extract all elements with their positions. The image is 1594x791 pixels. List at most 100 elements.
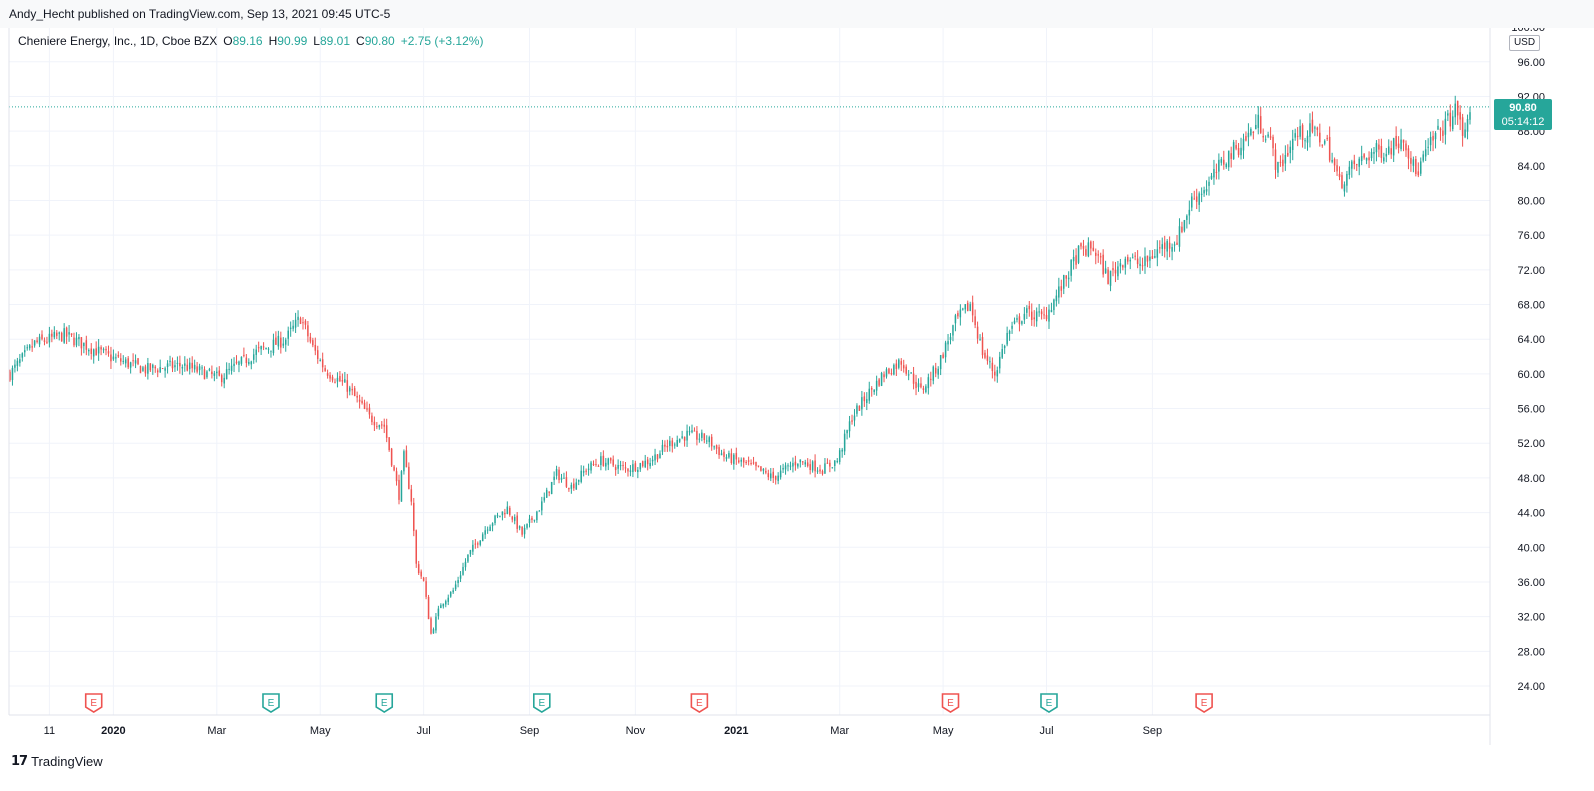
candle-body bbox=[494, 515, 496, 524]
candle-body bbox=[523, 527, 526, 535]
candle-body bbox=[1447, 113, 1449, 116]
candle-body bbox=[1304, 140, 1306, 142]
candle-body bbox=[156, 370, 159, 373]
candles bbox=[9, 95, 1471, 635]
candle-body bbox=[723, 451, 725, 457]
candle-body bbox=[176, 362, 179, 364]
candle-body bbox=[974, 316, 976, 326]
candle-body bbox=[555, 469, 558, 476]
candle-body bbox=[516, 515, 518, 529]
price-tick-label: 76.00 bbox=[1517, 230, 1545, 242]
candle-body bbox=[538, 510, 541, 512]
candle-body bbox=[267, 348, 270, 350]
candle-body bbox=[1277, 161, 1279, 173]
candle-body bbox=[666, 445, 669, 448]
candle-body bbox=[240, 356, 243, 364]
candle-body bbox=[127, 358, 129, 368]
candle-body bbox=[166, 363, 169, 367]
candle-body bbox=[883, 374, 885, 378]
price-tick-label: 80.00 bbox=[1517, 195, 1545, 207]
candle-body bbox=[779, 470, 782, 478]
candle-body bbox=[400, 471, 403, 502]
candle-body bbox=[609, 458, 612, 461]
candle-body bbox=[1235, 145, 1237, 149]
candle-body bbox=[1045, 315, 1048, 320]
candle-body bbox=[804, 462, 807, 465]
candle-body bbox=[1114, 269, 1117, 274]
candle-body bbox=[870, 388, 873, 390]
price-tick-label: 72.00 bbox=[1517, 265, 1545, 277]
candle-body bbox=[31, 346, 33, 348]
candle-body bbox=[1107, 269, 1109, 285]
candle-body bbox=[1198, 193, 1200, 205]
candle-body bbox=[912, 373, 915, 384]
candle-body bbox=[733, 454, 735, 465]
candle-body bbox=[1373, 151, 1375, 154]
candle-body bbox=[713, 446, 715, 448]
candle-body bbox=[464, 561, 467, 568]
earnings-marker[interactable]: E bbox=[941, 693, 960, 713]
candle-body bbox=[592, 464, 595, 466]
candle-body bbox=[144, 366, 147, 374]
candle-body bbox=[1291, 138, 1294, 151]
candle-body bbox=[299, 318, 302, 324]
candle-body bbox=[36, 340, 38, 343]
candle-body bbox=[1245, 136, 1247, 141]
candle-body bbox=[161, 368, 164, 370]
last-price-value: 90.80 bbox=[1509, 102, 1537, 114]
candle-body bbox=[366, 408, 368, 410]
candle-body bbox=[1040, 311, 1043, 315]
candle-body bbox=[1023, 313, 1026, 320]
candle-body bbox=[676, 439, 678, 447]
candle-body bbox=[996, 370, 999, 377]
candle-body bbox=[1407, 148, 1410, 159]
candle-body bbox=[75, 337, 78, 346]
earnings-marker[interactable]: E bbox=[1040, 693, 1058, 713]
candle-body bbox=[1385, 153, 1388, 157]
earnings-marker[interactable]: E bbox=[375, 693, 394, 713]
candle-body bbox=[819, 469, 821, 472]
candle-body bbox=[250, 361, 253, 365]
candle-body bbox=[1003, 346, 1006, 349]
candle-body bbox=[1203, 190, 1205, 194]
candle-body bbox=[1383, 157, 1385, 162]
candle-body bbox=[413, 502, 415, 531]
candle-body bbox=[1171, 247, 1173, 252]
earnings-marker[interactable]: E bbox=[690, 693, 709, 713]
earnings-marker[interactable]: E bbox=[262, 693, 280, 713]
candle-body bbox=[925, 386, 927, 393]
candle-body bbox=[809, 464, 811, 471]
candle-body bbox=[440, 605, 442, 609]
candle-body bbox=[752, 462, 755, 464]
candle-body bbox=[550, 481, 553, 495]
candle-body bbox=[838, 450, 841, 462]
earnings-marker[interactable]: E bbox=[84, 693, 103, 713]
candle-body bbox=[900, 361, 903, 365]
candle-body bbox=[83, 342, 85, 347]
candle-body bbox=[831, 467, 834, 469]
currency-badge[interactable]: USD bbox=[1509, 35, 1540, 51]
earnings-marker[interactable]: E bbox=[1195, 693, 1213, 713]
candle-body bbox=[861, 397, 863, 410]
earnings-marker[interactable]: E bbox=[533, 693, 551, 713]
candle-body bbox=[1267, 134, 1269, 137]
candle-body bbox=[371, 415, 373, 423]
candle-body bbox=[233, 363, 235, 367]
candle-body bbox=[509, 507, 511, 515]
candle-body bbox=[949, 337, 952, 340]
candle-body bbox=[1370, 152, 1373, 159]
candlestick-chart[interactable]: E E E E E E E E 24.00 28.00 32.00 36.00 40.00 44.00 4… bbox=[0, 28, 1594, 745]
candle-body bbox=[1227, 150, 1230, 168]
candle-body bbox=[1400, 139, 1402, 150]
candle-body bbox=[1333, 159, 1336, 166]
candle-body bbox=[1444, 118, 1447, 135]
candle-body bbox=[63, 328, 65, 343]
candle-body bbox=[1397, 143, 1400, 148]
candle-body bbox=[437, 608, 440, 617]
tradingview-logo[interactable]: 𝟭𝟳 TradingView bbox=[11, 753, 103, 769]
candle-body bbox=[715, 445, 718, 449]
candle-body bbox=[789, 465, 792, 467]
candle-body bbox=[969, 304, 971, 311]
time-axis[interactable]: 11 2020 Mar May Jul Sep Nov 2021 Mar May Jul Sep bbox=[44, 725, 1163, 737]
